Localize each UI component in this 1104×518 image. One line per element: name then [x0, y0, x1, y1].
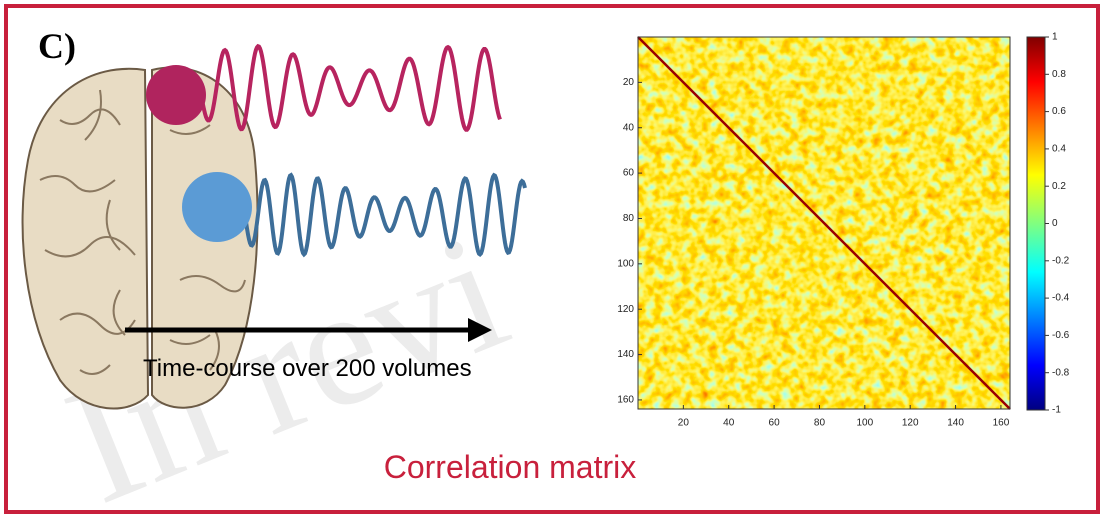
y-tick-label: 160: [617, 395, 634, 406]
y-tick-label: 40: [623, 122, 635, 133]
arrow-head: [468, 318, 492, 342]
diagonal: [637, 36, 1011, 410]
timecourse-wave: [198, 43, 502, 132]
y-tick-label: 100: [617, 258, 634, 269]
timecourse-wave: [243, 172, 527, 258]
x-tick-label: 120: [902, 418, 919, 429]
colorbar-tick-label: 0.6: [1052, 106, 1066, 117]
region-node: [182, 172, 252, 242]
colorbar-tick-label: -0.2: [1052, 255, 1070, 266]
x-tick-label: 60: [769, 418, 781, 429]
correlation-matrix: [637, 36, 1046, 411]
colorbar-tick-label: -1: [1052, 405, 1061, 416]
panel-label: C): [38, 26, 76, 66]
y-tick-label: 80: [623, 213, 635, 224]
colorbar-tick-label: 1: [1052, 32, 1058, 43]
brain: [21, 66, 259, 410]
y-tick-label: 60: [623, 168, 635, 179]
colorbar: [1026, 36, 1046, 411]
y-tick-label: 140: [617, 349, 634, 360]
frame: [4, 4, 1100, 514]
colorbar-tick-label: 0.2: [1052, 181, 1066, 192]
plot-frame: [637, 36, 1011, 410]
colorbar-tick-label: 0.8: [1052, 69, 1066, 80]
y-tick-label: 20: [623, 77, 635, 88]
colorbar-tick-label: -0.6: [1052, 330, 1070, 341]
colorbar-tick-label: -0.8: [1052, 367, 1070, 378]
colorbar-tick-label: 0.4: [1052, 144, 1066, 155]
x-tick-label: 80: [814, 418, 826, 429]
x-tick-label: 100: [856, 418, 873, 429]
y-tick-label: 120: [617, 304, 634, 315]
x-tick-label: 160: [993, 418, 1010, 429]
colorbar-tick-label: 0: [1052, 218, 1058, 229]
matrix-title: Correlation matrix: [384, 449, 637, 485]
x-tick-label: 40: [723, 418, 735, 429]
colorbar-tick-label: -0.4: [1052, 293, 1070, 304]
region-node: [146, 65, 206, 125]
x-tick-label: 140: [947, 418, 964, 429]
timecourse-label: Time-course over 200 volumes: [143, 355, 472, 382]
x-tick-label: 20: [678, 418, 690, 429]
